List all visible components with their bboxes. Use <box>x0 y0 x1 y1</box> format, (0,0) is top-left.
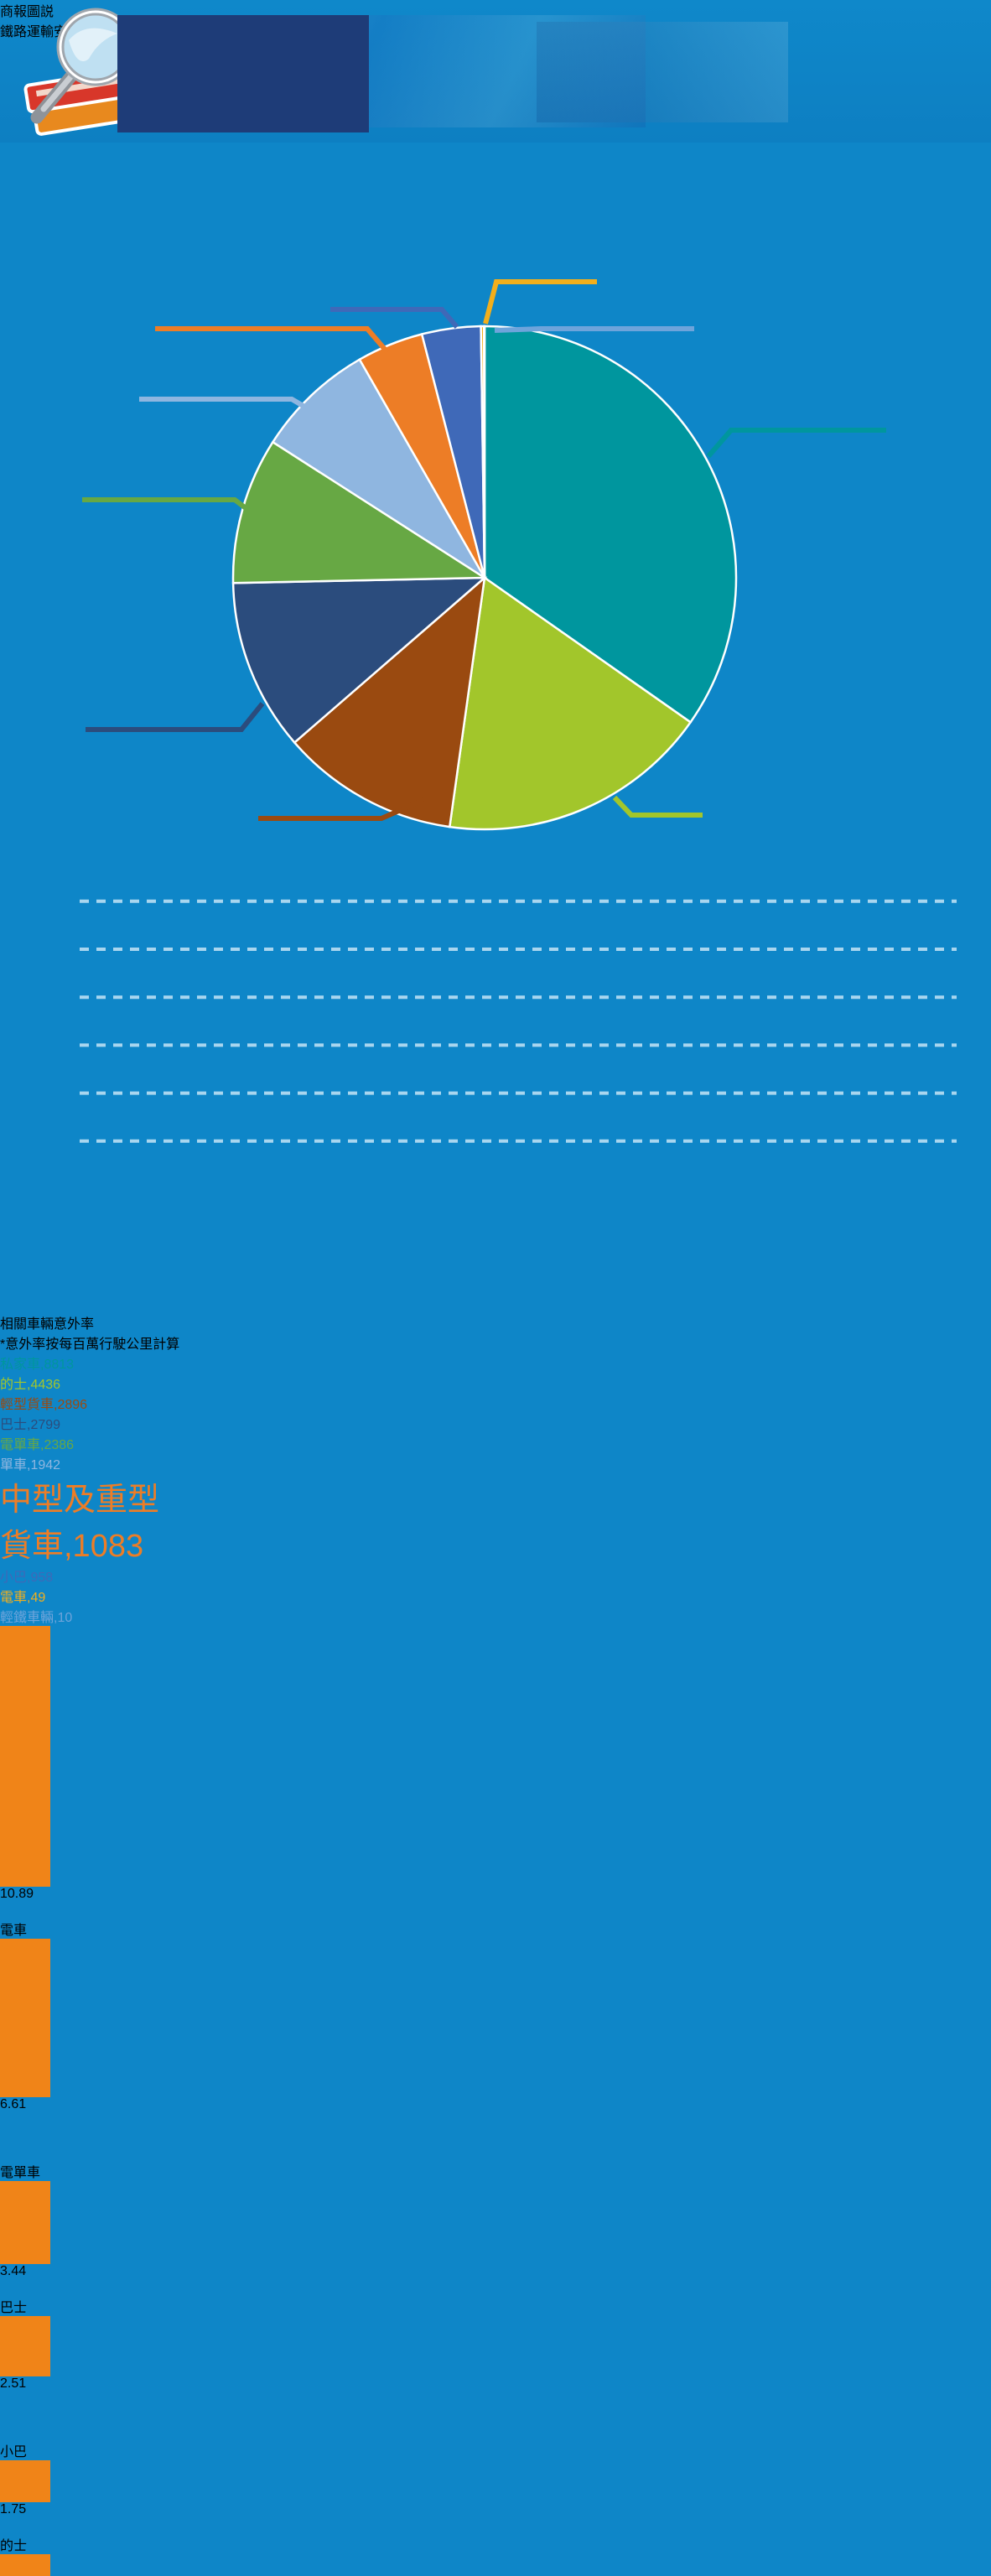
bar-value-label-3: 2.51 <box>0 2376 27 2391</box>
pie-label-8: 電車,49 <box>0 1591 46 1605</box>
pie-slice-2 <box>293 574 486 828</box>
bar-3 <box>0 2315 50 2376</box>
pie-label-5: 單車,1942 <box>0 1458 61 1472</box>
bar-2 <box>0 2181 50 2264</box>
pie-label-0: 私家車,8813 <box>0 1358 75 1372</box>
pie-leader-line-6 <box>155 326 390 354</box>
accident-rate-box: 相關車輛意外率 *意外率按每百萬行駛公里計算 <box>0 1312 991 1353</box>
pie-leader-line-5 <box>139 397 308 410</box>
pie-leader-line-1 <box>612 795 703 818</box>
pie-slice-4 <box>231 440 489 584</box>
pie-slice-1 <box>448 575 693 831</box>
x-axis-label-3: 小巴 <box>0 2444 28 2459</box>
pie-leader-line-7 <box>330 307 459 329</box>
x-axis-label-0: 電車 <box>0 1924 28 1939</box>
bar-5 <box>0 2553 50 2576</box>
pie-leader-line-3 <box>86 702 265 732</box>
x-axis-label-4: 的士 <box>0 2538 28 2553</box>
header-photo-montage-2 <box>537 22 788 122</box>
x-axis-label-1: 電單車 <box>0 2166 41 2181</box>
pie-slice-3 <box>231 576 488 745</box>
charts-canvas <box>80 279 957 1143</box>
bar-0 <box>0 1626 50 1888</box>
bar-value-label-4: 1.75 <box>0 2501 27 2516</box>
x-axis-tick-2 <box>0 2279 991 2296</box>
series-badge-label: 商報圖説 <box>0 5 54 19</box>
x-axis-tick-4 <box>0 2517 991 2534</box>
x-axis-tick-1 <box>0 2112 991 2161</box>
bar-1 <box>0 1939 50 2098</box>
bar-value-label-2: 3.44 <box>0 2263 27 2278</box>
bar-chart-note: *意外率按每百萬行駛公里計算 <box>0 1337 180 1352</box>
pie-slice-9 <box>483 325 486 579</box>
x-axis-tick-0 <box>0 1902 991 1919</box>
pie-label-9: 輕鐵車輛,10 <box>0 1611 73 1625</box>
pie-slice-0 <box>483 325 738 724</box>
x-axis-label-2: 巴士 <box>0 2300 28 2315</box>
bar-4 <box>0 2459 50 2502</box>
pie-leader-line-9 <box>494 326 694 333</box>
bar-value-label-0: 10.89 <box>0 1887 34 1902</box>
pie-slice-5 <box>271 357 486 579</box>
badge-starburst <box>117 15 369 132</box>
header-banner: 商報圖説 鐵路運輸安全嗎？ 鐵路運輸安全嗎？ <box>0 0 991 143</box>
pie-label-3: 巴士,2799 <box>0 1418 61 1432</box>
series-badge: 商報圖説 <box>0 0 991 20</box>
pie-leader-line-4 <box>82 497 251 513</box>
pie-label-7: 小巴,958 <box>0 1571 54 1585</box>
pie-label-2: 輕型貨車,2896 <box>0 1398 88 1412</box>
pie-label-1: 的士,4436 <box>0 1378 61 1392</box>
pie-leader-line-8 <box>483 279 597 325</box>
bar-chart-title: 相關車輛意外率 <box>0 1317 95 1332</box>
pie-label-6: 中型及重型貨車,1083 <box>0 1483 160 1564</box>
pie-leader-line-2 <box>258 797 425 821</box>
x-axis-tick-3 <box>0 2392 991 2440</box>
pie-leader-line-0 <box>706 428 886 458</box>
bar-value-label-1: 6.61 <box>0 2097 27 2112</box>
pie-label-4: 電單車,2386 <box>0 1438 75 1452</box>
